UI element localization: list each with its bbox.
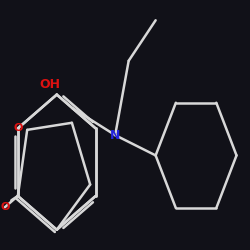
Text: O: O [0,202,10,212]
Text: N: N [110,129,120,142]
Text: O: O [13,124,22,134]
Text: OH: OH [39,78,60,91]
